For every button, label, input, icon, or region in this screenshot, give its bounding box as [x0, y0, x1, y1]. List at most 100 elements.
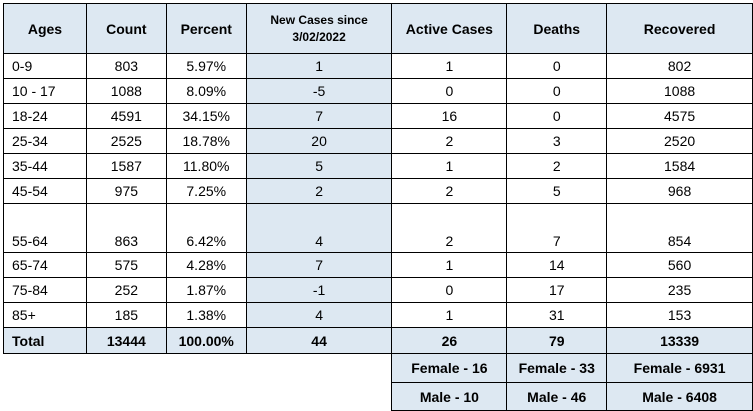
cell-new: 1	[245, 53, 393, 79]
cell-percent: 11.80%	[165, 153, 247, 179]
cell-new: 7	[245, 103, 393, 129]
cell-active: 2	[391, 128, 508, 154]
table-row: 65-74 575 4.28% 7 1 14 560	[3, 252, 753, 278]
cell-active: 1	[391, 53, 508, 79]
table-row: 75-84 252 1.87% -1 0 17 235	[3, 277, 753, 303]
cell-recovered: 854	[606, 203, 753, 253]
total-count: 13444	[85, 327, 167, 354]
female-deaths: Female - 33	[506, 353, 608, 383]
cell-count: 863	[85, 203, 167, 253]
cell-recovered: 1088	[606, 78, 753, 104]
cell-ages: 85+	[3, 302, 87, 328]
table-row: 10 - 17 1088 8.09% -5 0 0 1088	[3, 78, 753, 104]
cell-count: 252	[85, 277, 167, 303]
cell-ages: 65-74	[3, 252, 87, 278]
cell-deaths: 0	[506, 78, 608, 104]
table-row: 0-9 803 5.97% 1 1 0 802	[3, 53, 753, 79]
cell-active: 1	[391, 252, 508, 278]
table-row: 45-54 975 7.25% 2 2 5 968	[3, 178, 753, 204]
spacer	[4, 354, 392, 383]
cell-active: 0	[391, 277, 508, 303]
cell-new: 4	[245, 302, 393, 328]
total-recovered: 13339	[606, 327, 753, 354]
cell-percent: 5.97%	[165, 53, 247, 79]
cell-ages: 45-54	[3, 178, 87, 204]
cell-deaths: 2	[506, 153, 608, 179]
cell-percent: 1.87%	[165, 277, 247, 303]
cell-deaths: 7	[506, 203, 608, 253]
table-row: 25-34 2525 18.78% 20 2 3 2520	[3, 128, 753, 154]
cell-new: 2	[245, 178, 393, 204]
header-new-cases-line1: New Cases since	[270, 12, 368, 27]
cell-ages: 0-9	[3, 53, 87, 79]
header-recovered: Recovered	[606, 3, 753, 54]
male-active: Male - 10	[391, 382, 508, 411]
cell-active: 2	[391, 178, 508, 204]
total-deaths: 79	[506, 327, 608, 354]
cell-recovered: 4575	[606, 103, 753, 129]
cell-percent: 8.09%	[165, 78, 247, 104]
total-percent: 100.00%	[165, 327, 247, 354]
cell-count: 975	[85, 178, 167, 204]
total-active: 26	[391, 327, 508, 354]
cell-ages: 55-64	[3, 203, 87, 253]
cell-ages: 35-44	[3, 153, 87, 179]
header-ages: Ages	[3, 3, 87, 54]
cell-percent: 6.42%	[165, 203, 247, 253]
cell-count: 4591	[85, 103, 167, 129]
cell-percent: 1.38%	[165, 302, 247, 328]
cell-count: 803	[85, 53, 167, 79]
cell-deaths: 0	[506, 103, 608, 129]
spacer	[4, 383, 392, 411]
cell-ages: 10 - 17	[3, 78, 87, 104]
cell-new: 20	[245, 128, 393, 154]
female-active: Female - 16	[391, 353, 508, 383]
cell-recovered: 1584	[606, 153, 753, 179]
male-row: Male - 10 Male - 46 Male - 6408	[4, 382, 753, 411]
header-percent: Percent	[165, 3, 247, 54]
female-row: Female - 16 Female - 33 Female - 6931	[4, 353, 753, 383]
table-row: 18-24 4591 34.15% 7 16 0 4575	[3, 103, 753, 129]
female-recovered: Female - 6931	[606, 353, 753, 383]
cell-deaths: 3	[506, 128, 608, 154]
header-count: Count	[85, 3, 167, 54]
cell-active: 1	[391, 153, 508, 179]
cell-recovered: 802	[606, 53, 753, 79]
cell-ages: 75-84	[3, 277, 87, 303]
cell-percent: 4.28%	[165, 252, 247, 278]
cell-new: 5	[245, 153, 393, 179]
cell-deaths: 31	[506, 302, 608, 328]
cell-new: -5	[245, 78, 393, 104]
cell-recovered: 968	[606, 178, 753, 204]
male-recovered: Male - 6408	[606, 382, 753, 411]
header-row: Ages Count Percent New Cases since 3/02/2…	[3, 3, 753, 54]
table-row: 55-64 863 6.42% 4 2 7 854	[3, 203, 753, 253]
cell-count: 575	[85, 252, 167, 278]
cell-active: 0	[391, 78, 508, 104]
header-active: Active Cases	[391, 3, 508, 54]
cell-count: 1587	[85, 153, 167, 179]
cell-deaths: 0	[506, 53, 608, 79]
cell-deaths: 5	[506, 178, 608, 204]
cell-percent: 34.15%	[165, 103, 247, 129]
cell-active: 1	[391, 302, 508, 328]
header-deaths: Deaths	[506, 3, 608, 54]
total-row: Total 13444 100.00% 44 26 79 13339	[3, 327, 753, 354]
covid-age-table: Ages Count Percent New Cases since 3/02/2…	[3, 3, 753, 411]
total-label: Total	[3, 327, 87, 354]
cell-count: 2525	[85, 128, 167, 154]
cell-percent: 7.25%	[165, 178, 247, 204]
cell-recovered: 235	[606, 277, 753, 303]
table-row: 85+ 185 1.38% 4 1 31 153	[3, 302, 753, 328]
cell-new: 7	[245, 252, 393, 278]
cell-ages: 25-34	[3, 128, 87, 154]
cell-active: 16	[391, 103, 508, 129]
cell-new: -1	[245, 277, 393, 303]
cell-new: 4	[245, 203, 393, 253]
cell-ages: 18-24	[3, 103, 87, 129]
cell-deaths: 17	[506, 277, 608, 303]
cell-active: 2	[391, 203, 508, 253]
cell-percent: 18.78%	[165, 128, 247, 154]
cell-recovered: 153	[606, 302, 753, 328]
header-new-cases: New Cases since 3/02/2022	[245, 3, 393, 54]
